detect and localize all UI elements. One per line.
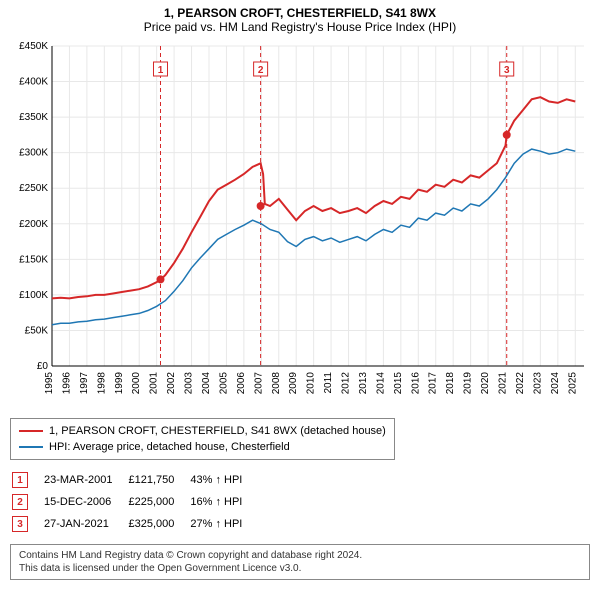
legend-swatch xyxy=(19,446,43,448)
svg-text:2019: 2019 xyxy=(463,372,474,395)
event-marker-icon: 1 xyxy=(12,472,28,488)
event-row: 1 23-MAR-2001£121,75043% ↑ HPI xyxy=(12,470,256,490)
svg-text:2003: 2003 xyxy=(184,372,195,395)
svg-text:2025: 2025 xyxy=(567,372,578,395)
svg-text:2002: 2002 xyxy=(166,372,177,395)
legend-swatch xyxy=(19,430,43,432)
event-hpi: 43% ↑ HPI xyxy=(190,470,256,490)
svg-text:2014: 2014 xyxy=(375,372,386,395)
chart-container: 1, PEARSON CROFT, CHESTERFIELD, S41 8WX … xyxy=(0,0,600,588)
event-hpi: 27% ↑ HPI xyxy=(190,514,256,534)
svg-text:2000: 2000 xyxy=(131,372,142,395)
event-price: £325,000 xyxy=(128,514,188,534)
event-marker-icon: 2 xyxy=(12,494,28,510)
svg-text:2012: 2012 xyxy=(341,372,352,395)
chart-area: £0 £50K £100K £150K £200K £250K £300K £350K £400… xyxy=(10,40,590,410)
event-date: 15-DEC-2006 xyxy=(44,492,126,512)
svg-text:2023: 2023 xyxy=(532,372,543,395)
footer-line2: This data is licensed under the Open Gov… xyxy=(19,562,581,575)
legend-label: 1, PEARSON CROFT, CHESTERFIELD, S41 8WX … xyxy=(49,423,386,439)
svg-text:2001: 2001 xyxy=(149,372,160,395)
footer-box: Contains HM Land Registry data © Crown c… xyxy=(10,544,590,580)
event-row: 2 15-DEC-2006£225,00016% ↑ HPI xyxy=(12,492,256,512)
svg-text:1: 1 xyxy=(158,65,164,76)
svg-text:£350K: £350K xyxy=(19,112,48,123)
svg-text:2021: 2021 xyxy=(498,372,509,395)
svg-text:£250K: £250K xyxy=(19,183,48,194)
event-price: £225,000 xyxy=(128,492,188,512)
event-hpi: 16% ↑ HPI xyxy=(190,492,256,512)
svg-text:2009: 2009 xyxy=(288,372,299,395)
chart-title-line2: Price paid vs. HM Land Registry's House … xyxy=(10,20,590,34)
svg-text:1999: 1999 xyxy=(114,372,125,395)
svg-text:2024: 2024 xyxy=(550,372,561,395)
svg-text:2017: 2017 xyxy=(428,372,439,395)
svg-text:1998: 1998 xyxy=(96,372,107,395)
legend-label: HPI: Average price, detached house, Ches… xyxy=(49,439,290,455)
svg-text:2022: 2022 xyxy=(515,372,526,395)
chart-title-line1: 1, PEARSON CROFT, CHESTERFIELD, S41 8WX xyxy=(10,6,590,20)
svg-text:2020: 2020 xyxy=(480,372,491,395)
svg-text:2011: 2011 xyxy=(323,372,334,394)
svg-text:2007: 2007 xyxy=(253,372,264,395)
svg-text:2: 2 xyxy=(258,65,264,76)
svg-text:3: 3 xyxy=(504,65,510,76)
svg-text:£400K: £400K xyxy=(19,77,48,88)
svg-text:2015: 2015 xyxy=(393,372,404,395)
svg-text:£0: £0 xyxy=(37,361,49,372)
svg-text:2008: 2008 xyxy=(271,372,282,395)
svg-text:2010: 2010 xyxy=(306,372,317,395)
svg-text:£150K: £150K xyxy=(19,254,48,265)
footer-line1: Contains HM Land Registry data © Crown c… xyxy=(19,549,581,562)
svg-text:1995: 1995 xyxy=(44,372,55,395)
event-marker-icon: 3 xyxy=(12,516,28,532)
legend-box: 1, PEARSON CROFT, CHESTERFIELD, S41 8WX … xyxy=(10,418,395,460)
svg-text:2004: 2004 xyxy=(201,372,212,395)
events-table: 1 23-MAR-2001£121,75043% ↑ HPI 2 15-DEC-200… xyxy=(10,468,258,536)
svg-text:£50K: £50K xyxy=(25,325,49,336)
svg-text:2005: 2005 xyxy=(218,372,229,395)
event-date: 27-JAN-2021 xyxy=(44,514,126,534)
svg-text:2018: 2018 xyxy=(445,372,456,395)
event-row: 3 27-JAN-2021£325,00027% ↑ HPI xyxy=(12,514,256,534)
svg-text:1997: 1997 xyxy=(79,372,90,395)
svg-text:2016: 2016 xyxy=(410,372,421,395)
event-date: 23-MAR-2001 xyxy=(44,470,126,490)
event-price: £121,750 xyxy=(128,470,188,490)
svg-text:£100K: £100K xyxy=(19,290,48,301)
line-chart-svg: £0 £50K £100K £150K £200K £250K £300K £350K £400… xyxy=(10,40,590,410)
svg-text:2013: 2013 xyxy=(358,372,369,395)
svg-text:£200K: £200K xyxy=(19,219,48,230)
legend-row: 1, PEARSON CROFT, CHESTERFIELD, S41 8WX … xyxy=(19,423,386,439)
svg-text:1996: 1996 xyxy=(61,372,72,395)
svg-text:£300K: £300K xyxy=(19,148,48,159)
svg-text:2006: 2006 xyxy=(236,372,247,395)
svg-text:£450K: £450K xyxy=(19,41,48,52)
legend-row: HPI: Average price, detached house, Ches… xyxy=(19,439,386,455)
